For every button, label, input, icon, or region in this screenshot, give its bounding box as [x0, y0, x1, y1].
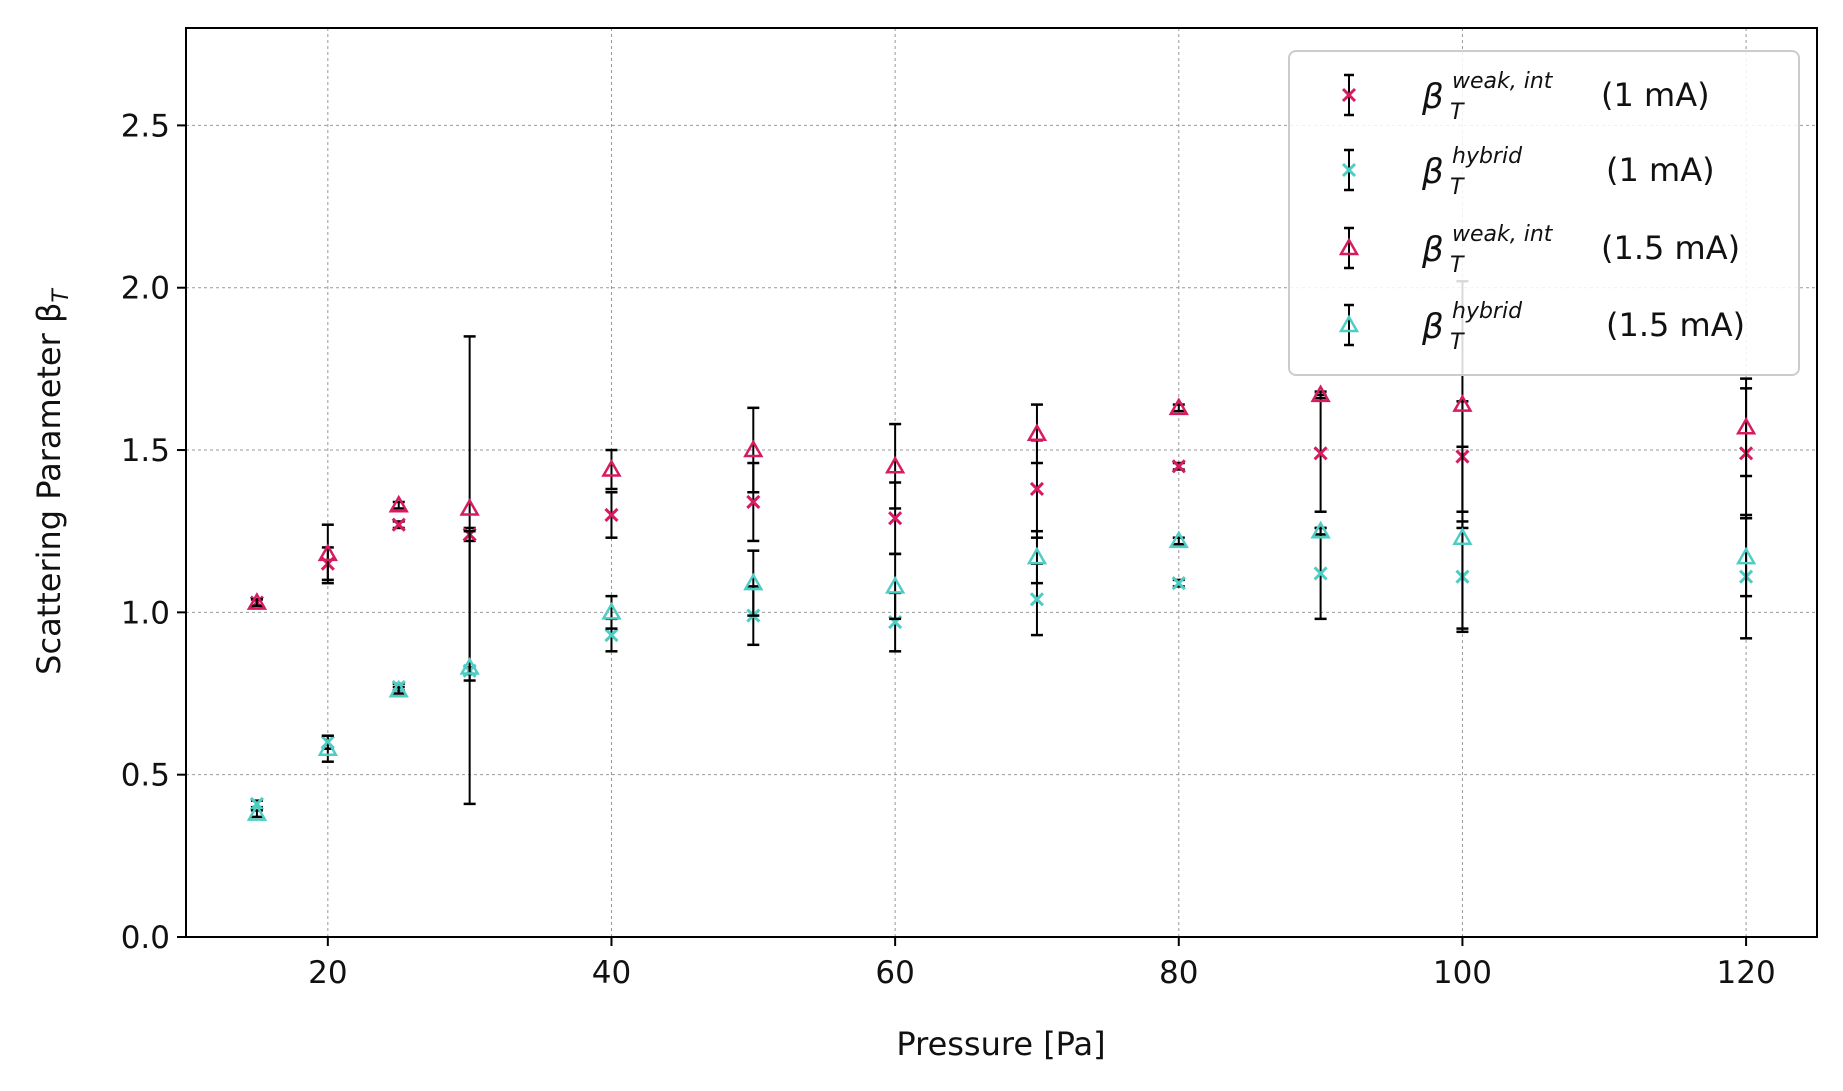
triangle-marker — [1338, 314, 1360, 333]
error-bar — [747, 549, 760, 617]
legend-symbol: β — [1421, 152, 1444, 192]
legend-item-0: β weak, int T (1 mA) — [1341, 69, 1710, 125]
triangle-marker — [388, 494, 409, 513]
y-tick-label: 2.5 — [121, 108, 170, 144]
legend-item-1: β hybrid T (1 mA) — [1341, 144, 1715, 200]
legend-symbol: β — [1421, 230, 1444, 270]
legend-item-3: β hybrid T (1.5 mA) — [1338, 299, 1745, 355]
legend-superscript: weak, int — [1452, 69, 1554, 94]
triangle-marker — [459, 497, 480, 516]
series-layer — [246, 279, 1757, 821]
y-tick-label: 0.5 — [121, 758, 170, 794]
x-tick-label: 60 — [875, 955, 914, 991]
error-bar — [1030, 403, 1043, 465]
x-marker — [1313, 446, 1328, 461]
triangle-marker — [246, 592, 268, 610]
legend-superscript: hybrid — [1452, 144, 1523, 169]
triangle-marker — [246, 803, 268, 821]
x-marker — [604, 628, 619, 643]
error-bar — [747, 406, 760, 494]
triangle-marker — [743, 572, 764, 591]
triangle-marker — [459, 657, 480, 675]
error-bar — [1456, 445, 1469, 630]
legend-symbol: β — [1421, 307, 1444, 347]
triangle-marker — [1452, 394, 1473, 412]
error-bar — [605, 594, 618, 630]
x-marker — [391, 517, 406, 532]
error-bar — [1740, 377, 1753, 478]
y-axis-label-main: Scattering Parameter β — [30, 303, 68, 675]
series-3 — [246, 445, 1757, 821]
y-axis-label: Scattering Parameter βT — [30, 288, 74, 675]
triangle-marker — [1735, 546, 1757, 565]
x-marker — [1029, 481, 1045, 497]
x-marker — [1171, 576, 1186, 591]
triangle-marker — [601, 458, 622, 477]
legend-frame — [1288, 50, 1800, 376]
legend-subscript: T — [1450, 330, 1465, 355]
triangle-marker — [884, 455, 906, 474]
legend-subscript: T — [1450, 100, 1465, 125]
triangle-marker — [601, 601, 622, 620]
x-marker — [746, 494, 761, 510]
x-marker — [888, 511, 903, 526]
y-tick-label: 1.0 — [121, 595, 170, 631]
triangle-marker — [1452, 527, 1473, 545]
legend-label: (1 mA) — [1601, 76, 1710, 114]
y-tick-label: 2.0 — [121, 271, 170, 307]
legend-label: (1.5 mA) — [1606, 306, 1745, 344]
x-tick-label: 20 — [308, 955, 347, 991]
triangle-marker — [317, 543, 338, 562]
x-marker — [604, 507, 619, 523]
x-marker — [1341, 87, 1357, 103]
triangle-marker — [1168, 530, 1189, 549]
x-tick-label: 80 — [1159, 955, 1198, 991]
error-bar — [1030, 529, 1043, 585]
tick-layer: 20 40 60 80 100 120 0.0 0.5 1.0 1.5 2.0 2.5 — [121, 108, 1776, 991]
triangle-marker — [1735, 416, 1757, 435]
legend-item-2: β weak, int T (1.5 mA) — [1338, 222, 1740, 278]
triangle-marker — [1026, 546, 1048, 565]
grid-layer — [186, 28, 1817, 938]
legend-label: (1.5 mA) — [1601, 229, 1740, 267]
error-bar — [889, 422, 902, 510]
triangle-marker — [1310, 520, 1331, 539]
triangle-marker — [317, 738, 338, 756]
error-bar — [889, 552, 902, 621]
triangle-marker — [1338, 237, 1360, 256]
legend-symbol: β — [1421, 77, 1444, 117]
legend-label: (1 mA) — [1606, 151, 1715, 189]
triangle-marker — [388, 679, 409, 698]
error-bar — [1740, 516, 1753, 598]
legend-subscript: T — [1450, 253, 1465, 278]
y-tick-label: 0.0 — [121, 920, 170, 956]
x-marker — [1029, 592, 1045, 607]
x-marker — [1171, 459, 1186, 474]
triangle-marker — [743, 439, 764, 458]
x-axis-label: Pressure [Pa] — [896, 1025, 1105, 1063]
legend-superscript: weak, int — [1452, 222, 1554, 247]
error-bar — [605, 448, 618, 491]
triangle-marker — [1026, 423, 1048, 442]
x-tick-label: 120 — [1717, 955, 1776, 991]
legend-superscript: hybrid — [1452, 299, 1523, 324]
plot-frame — [185, 27, 1818, 938]
error-bar — [463, 529, 476, 806]
error-bar — [321, 523, 334, 585]
triangle-marker — [1168, 397, 1189, 416]
legend-subscript: T — [1450, 175, 1465, 200]
x-marker — [1341, 162, 1357, 178]
x-tick-label: 100 — [1433, 955, 1492, 991]
y-axis-label-subscript: T — [49, 288, 74, 303]
triangle-marker — [1310, 384, 1331, 403]
x-tick-label: 40 — [592, 955, 631, 991]
triangle-marker — [884, 575, 906, 594]
y-tick-label: 1.5 — [121, 433, 170, 469]
x-marker — [1313, 566, 1328, 581]
